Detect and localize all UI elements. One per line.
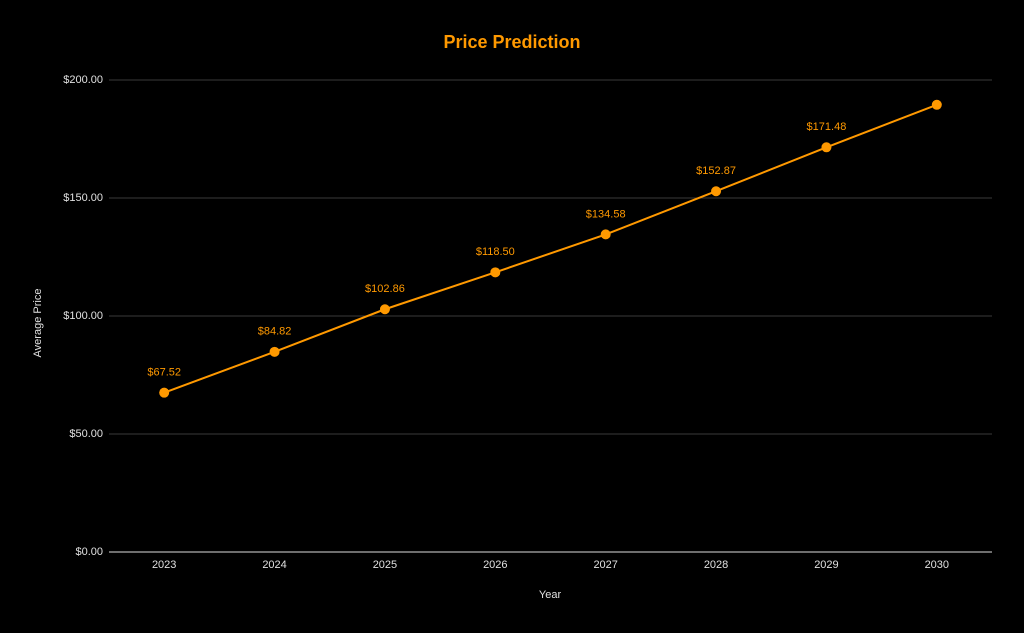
point: [379, 304, 390, 315]
value-label: $118.50: [476, 246, 515, 258]
point: [600, 229, 611, 240]
y-tick-label: $150.00: [63, 192, 103, 204]
x-tick-label: 2023: [152, 559, 176, 571]
y-tick-label: $200.00: [63, 74, 103, 86]
line: [163, 103, 938, 394]
point: [490, 267, 501, 278]
y-axis-label: Average Price: [32, 289, 44, 358]
y-tick-label: $0.00: [75, 546, 103, 558]
x-tick-label: 2029: [814, 559, 838, 571]
x-tick-label: 2026: [483, 559, 507, 571]
value-label: $84.82: [258, 326, 292, 338]
x-tick-label: 2024: [262, 559, 286, 571]
y-tick-label: $100.00: [63, 310, 103, 322]
value-label: $67.52: [147, 367, 181, 379]
value-label: $102.86: [365, 283, 405, 295]
chart-title: Price Prediction: [443, 32, 580, 52]
x-tick-label: 2027: [593, 559, 617, 571]
point: [269, 346, 280, 357]
x-tick-label: 2028: [704, 559, 728, 571]
value-label: $152.87: [696, 165, 736, 177]
value-label: $171.48: [807, 121, 847, 133]
x-tick-label: 2025: [373, 559, 397, 571]
y-tick-label: $50.00: [69, 428, 103, 440]
point: [821, 142, 832, 153]
point: [931, 99, 942, 110]
x-axis-label: Year: [539, 589, 562, 601]
value-label: $134.58: [586, 208, 626, 220]
x-tick-label: 2030: [925, 559, 949, 571]
point: [711, 186, 722, 197]
point: [159, 387, 170, 398]
